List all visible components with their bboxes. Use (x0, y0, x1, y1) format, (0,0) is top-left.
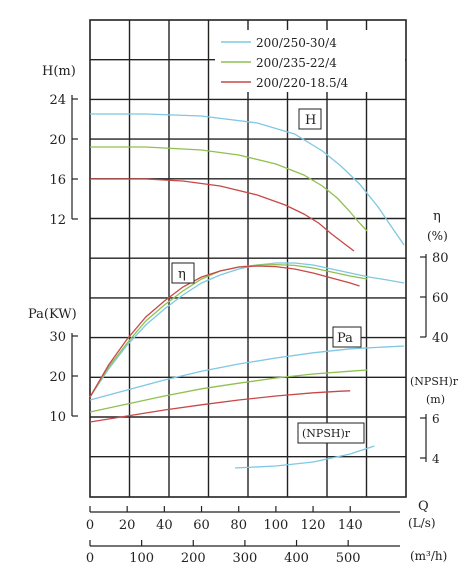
series-3-head-curve (90, 178, 355, 252)
annotation-npsh: (NPSH)r (297, 422, 365, 444)
tick-label: 0 (86, 518, 94, 533)
npsh-axis-unit: (m) (426, 393, 445, 406)
eta-axis: 40 60 80 (420, 251, 449, 346)
annotation-eta: η (171, 262, 195, 284)
tick-label: 20 (49, 133, 66, 148)
tick-label: 40 (432, 331, 449, 346)
series-1-npsh-curve (234, 445, 375, 469)
tick-label: 200 (181, 551, 206, 566)
series-3-efficiency-curve (89, 265, 360, 398)
h-axis-label: H(m) (42, 64, 76, 79)
series-3-power-curve (89, 390, 351, 423)
svg-text:H: H (305, 113, 316, 128)
eta-axis-unit: (%) (427, 229, 448, 243)
tick-label: 80 (432, 251, 449, 266)
tick-label: 16 (49, 173, 66, 188)
legend-entry: 200/250-30/4 (256, 36, 337, 50)
tick-label: 100 (129, 551, 154, 566)
legend-entry: 200/235-22/4 (256, 56, 337, 70)
tick-label: 500 (336, 551, 361, 566)
series-1-head-curve (90, 113, 405, 246)
series-1-power-curve (89, 345, 405, 401)
tick-label: 120 (301, 518, 326, 533)
tick-label: 10 (49, 410, 66, 425)
eta-axis-symbol: η (433, 209, 441, 224)
tick-label: 60 (432, 291, 449, 306)
tick-label: 24 (49, 93, 66, 108)
tick-label: 40 (156, 518, 173, 533)
plot-frame (89, 19, 407, 498)
svg-text:(NPSH)r: (NPSH)r (302, 427, 351, 440)
npsh-axis: 46 (420, 412, 440, 466)
x-axis-m3h: 0 100 200 300 400 500 (86, 540, 400, 566)
tick-label: 80 (230, 518, 247, 533)
x-axis-unit: (L/s) (408, 516, 436, 530)
legend: 200/250-30/4 200/235-22/4 200/220-18.5/4 (215, 30, 405, 92)
tick-label: 20 (49, 370, 66, 385)
tick-label: 400 (284, 551, 309, 566)
series-2-power-curve (89, 369, 368, 413)
pa-axis-label: Pa(KW) (28, 307, 77, 322)
tick-label: 6 (432, 412, 440, 426)
x-axis-label: Q (418, 499, 429, 514)
annotation-pa: Pa (332, 326, 362, 348)
series-2-head-curve (90, 146, 368, 232)
annotation-h: H (298, 108, 322, 130)
tick-label: 12 (49, 213, 66, 228)
tick-label: 0 (86, 551, 94, 566)
svg-text:Pa: Pa (337, 331, 353, 346)
tick-label: 60 (193, 518, 210, 533)
pa-axis: 10 20 30 (49, 330, 78, 425)
svg-text:η: η (178, 267, 186, 282)
npsh-axis-label: (NPSH)r (410, 375, 459, 388)
tick-label: 30 (49, 330, 66, 345)
tick-label: 20 (119, 518, 136, 533)
h-axis: 12 16 20 24 (49, 93, 78, 228)
x2-axis-unit: (m³/h) (410, 549, 447, 563)
tick-label: 300 (232, 551, 257, 566)
curves (89, 113, 405, 469)
tick-label: 140 (338, 518, 363, 533)
legend-entry: 200/220-18.5/4 (256, 76, 349, 90)
tick-label: 100 (263, 518, 288, 533)
x-axis-ls: 0 20 40 60 80 100 120 140 (86, 506, 400, 533)
tick-label: 4 (432, 452, 440, 466)
